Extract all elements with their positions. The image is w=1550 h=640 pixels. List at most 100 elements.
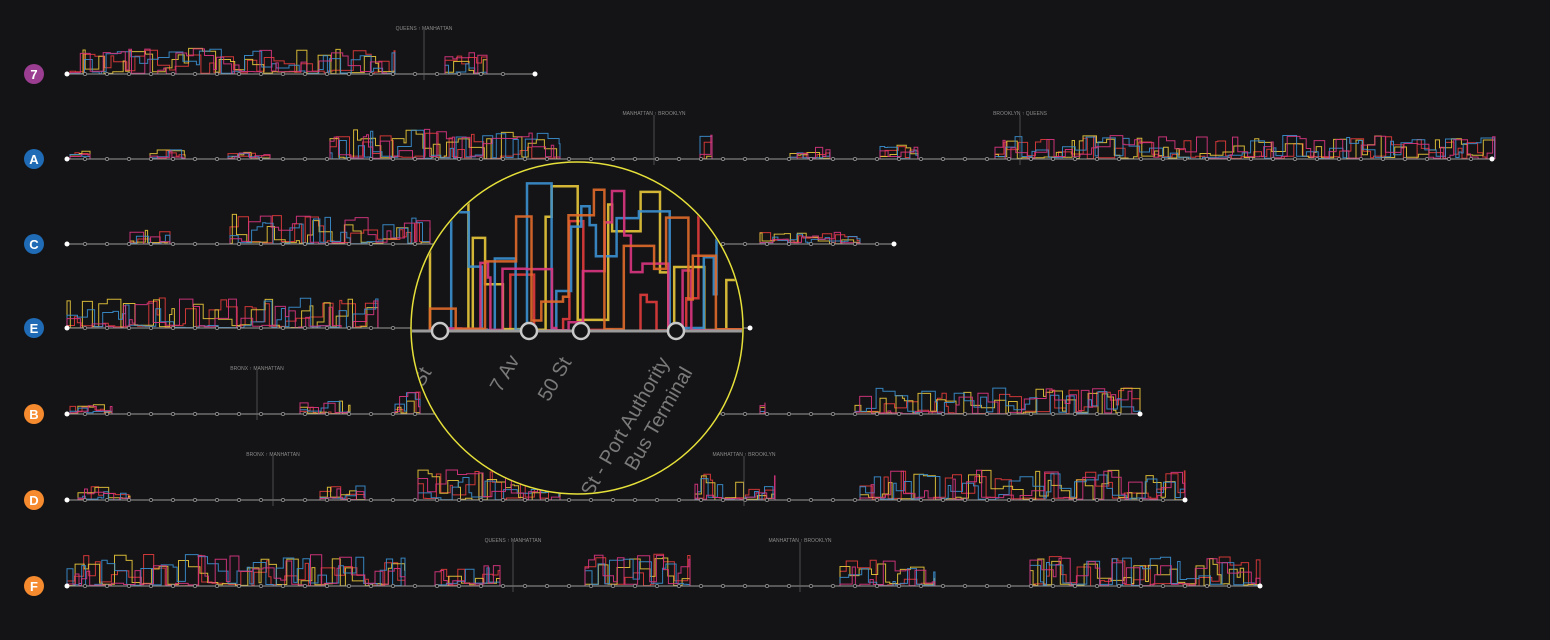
station-dot (897, 157, 901, 161)
station-dot (875, 412, 879, 416)
station-dot (1271, 157, 1275, 161)
station-dot (149, 326, 153, 330)
station-dot (391, 326, 395, 330)
station-dot (787, 412, 791, 416)
station-dot (1095, 584, 1099, 588)
station-dot (633, 498, 637, 502)
station-dot (479, 584, 483, 588)
station-dot (347, 326, 351, 330)
station-dot (721, 412, 725, 416)
station-dot (1073, 584, 1077, 588)
station-dot (1425, 157, 1429, 161)
station-dot (303, 72, 307, 76)
line-badge-text: 7 (30, 67, 37, 82)
station-dot (501, 72, 505, 76)
trace (839, 560, 936, 587)
border-label: QUEENS ↑ MANHATTAN (396, 26, 453, 32)
station-dot (215, 412, 219, 416)
station-dot (765, 584, 769, 588)
station-dot (237, 242, 241, 246)
subway-row: BRONX ↑ MANHATTAN B (24, 366, 1143, 424)
station-dot (281, 157, 285, 161)
station-dot (1117, 498, 1121, 502)
station-dot (1249, 157, 1253, 161)
station-dot (237, 72, 241, 76)
station-dot (281, 326, 285, 330)
station-dot (127, 157, 131, 161)
station-dot (743, 157, 747, 161)
line-badge (24, 149, 44, 169)
station-dot (787, 157, 791, 161)
station-dot (149, 157, 153, 161)
station-dot (413, 498, 417, 502)
station-dot (83, 412, 87, 416)
station-dot (83, 242, 87, 246)
station-dot (567, 157, 571, 161)
trace (759, 232, 861, 245)
terminal (64, 241, 70, 247)
trace (394, 392, 421, 414)
station-dot (83, 157, 87, 161)
station-dot (655, 157, 659, 161)
station-dot (501, 498, 505, 502)
trace (1029, 558, 1261, 587)
station-dot (259, 72, 263, 76)
station-dot (501, 157, 505, 161)
station-dot (963, 157, 967, 161)
station-dot (281, 242, 285, 246)
station-dot (105, 326, 109, 330)
station-dot (941, 498, 945, 502)
border-label: MANHATTAN ↑ BROOKLYN (712, 452, 775, 458)
station-dot (1161, 498, 1165, 502)
station-dot (171, 584, 175, 588)
trace (77, 488, 131, 501)
station-dot (963, 412, 967, 416)
station-dot (875, 498, 879, 502)
station-dot (1183, 584, 1187, 588)
station-dot (281, 72, 285, 76)
line-badge (24, 490, 44, 510)
trace (859, 469, 1186, 501)
station-dot (831, 498, 835, 502)
station-dot (1117, 584, 1121, 588)
trace (77, 491, 131, 501)
station-dot (1227, 584, 1231, 588)
station-dot (963, 498, 967, 502)
trace (229, 215, 431, 245)
station-dot (171, 326, 175, 330)
line-badge-text: A (29, 152, 39, 167)
trace (129, 231, 171, 245)
station-dot (809, 412, 813, 416)
trace (66, 298, 379, 329)
station-dot (149, 72, 153, 76)
station-dot (853, 242, 857, 246)
trace (329, 128, 561, 159)
station-dot (743, 412, 747, 416)
trace (69, 47, 396, 75)
station-dot (519, 321, 539, 341)
station-dot (347, 242, 351, 246)
station-dot (237, 584, 241, 588)
station-dot (325, 326, 329, 330)
station-dot (699, 584, 703, 588)
station-dot (985, 412, 989, 416)
station-dot (1051, 412, 1055, 416)
station-dot (391, 498, 395, 502)
station-dot (127, 72, 131, 76)
station-dot (259, 242, 263, 246)
terminal (1182, 497, 1188, 503)
station-dot (347, 412, 351, 416)
border-label: QUEENS ↑ MANHATTAN (485, 538, 542, 544)
station-dot (765, 412, 769, 416)
trace (584, 554, 691, 586)
station-dot (325, 72, 329, 76)
station-dot (479, 72, 483, 76)
station-dot (1007, 157, 1011, 161)
station-dot (391, 412, 395, 416)
station-dot (1051, 584, 1055, 588)
station-dot (105, 412, 109, 416)
station-dot (897, 498, 901, 502)
trace (434, 575, 501, 587)
station-dot (897, 584, 901, 588)
station-dot (347, 498, 351, 502)
